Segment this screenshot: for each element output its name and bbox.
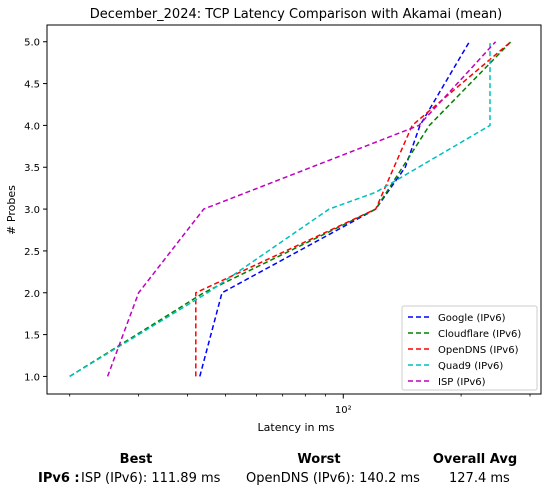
worst-value: OpenDNS (IPv6): 140.2 ms <box>246 471 420 486</box>
y-tick-label: 3.0 <box>24 205 40 216</box>
ipv6-row-label: IPv6 : <box>38 471 80 486</box>
y-axis: 1.0 1.5 2.0 2.5 3.0 3.5 4.0 4.5 5.0 <box>24 38 47 383</box>
y-tick-label: 5.0 <box>24 38 40 49</box>
series-line-isp-ipv6 <box>106 41 497 377</box>
series-line-cloudflare-ipv6 <box>69 41 512 378</box>
legend-entry: ISP (IPv6) <box>438 377 486 388</box>
series-line-google-ipv6 <box>199 41 471 377</box>
x-tick-label: 10² <box>335 405 352 416</box>
x-axis: 10² <box>69 394 531 416</box>
y-tick-label: 2.0 <box>24 289 40 300</box>
legend-entry: Cloudflare (IPv6) <box>438 329 521 340</box>
series-layer <box>69 41 512 378</box>
legend-box <box>401 305 538 391</box>
y-tick-label: 2.5 <box>24 247 40 258</box>
legend-entry: OpenDNS (IPv6) <box>438 345 519 356</box>
best-header: Best <box>119 452 153 467</box>
summary-table: Best Worst Overall Avg IPv6 : ISP (IPv6)… <box>0 448 551 496</box>
y-tick-label: 4.5 <box>24 80 40 91</box>
worst-header: Worst <box>297 452 341 467</box>
overall-avg-value: 127.4 ms <box>449 471 510 486</box>
legend-entry: Google (IPv6) <box>438 313 506 324</box>
legend-entry: Quad9 (IPv6) <box>438 361 503 372</box>
y-tick-label: 1.5 <box>24 331 40 342</box>
best-value: ISP (IPv6): 111.89 ms <box>81 471 221 486</box>
series-line-quad9-ipv6 <box>69 41 491 378</box>
overall-avg-header: Overall Avg <box>432 452 518 467</box>
chart-title: December_2024: TCP Latency Comparison wi… <box>90 7 502 22</box>
y-tick-label: 3.5 <box>24 163 40 174</box>
y-tick-label: 1.0 <box>24 372 40 383</box>
chart: December_2024: TCP Latency Comparison wi… <box>5 7 542 434</box>
legend: Google (IPv6) Cloudflare (IPv6) OpenDNS (I… <box>401 305 538 391</box>
y-tick-label: 4.0 <box>24 121 40 132</box>
y-axis-label: # Probes <box>5 185 18 235</box>
x-axis-label: Latency in ms <box>258 421 335 434</box>
